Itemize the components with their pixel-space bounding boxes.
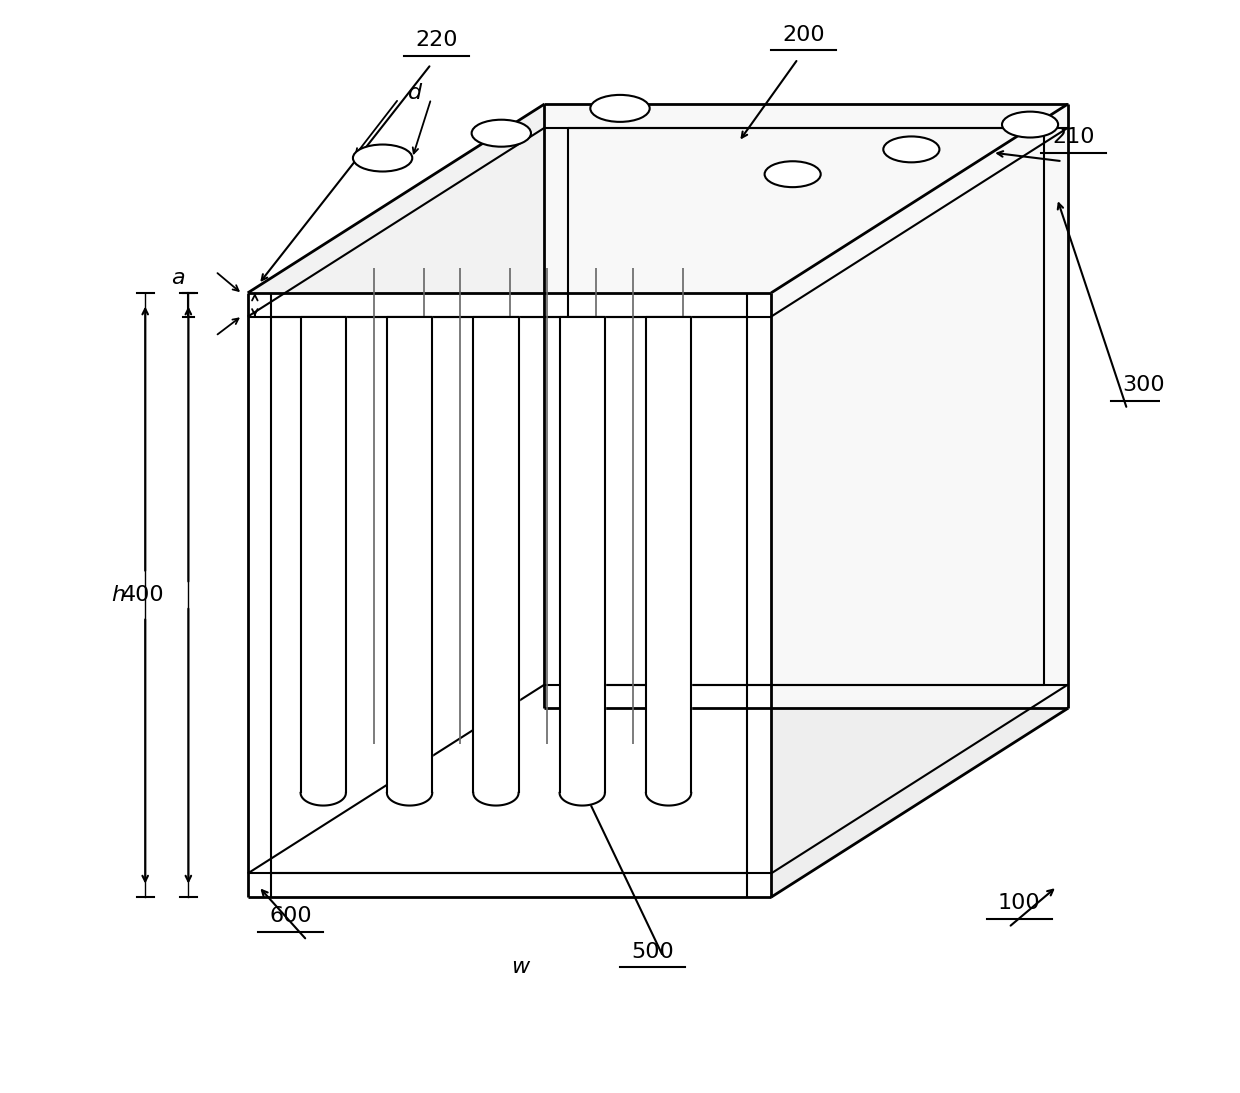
Polygon shape [248, 293, 771, 897]
Polygon shape [300, 317, 346, 792]
Text: 300: 300 [1122, 375, 1164, 396]
Polygon shape [646, 317, 691, 792]
Ellipse shape [883, 137, 940, 163]
Ellipse shape [1002, 111, 1058, 138]
Polygon shape [387, 792, 433, 806]
Text: 200: 200 [782, 25, 825, 45]
Text: 400: 400 [122, 585, 165, 606]
Polygon shape [771, 104, 1068, 897]
Text: h: h [112, 585, 125, 606]
Polygon shape [300, 792, 346, 806]
Polygon shape [474, 317, 518, 792]
Text: w: w [511, 957, 529, 977]
Text: d: d [408, 83, 422, 103]
Polygon shape [474, 792, 518, 806]
Text: 600: 600 [269, 906, 312, 927]
Ellipse shape [590, 95, 650, 122]
Polygon shape [544, 104, 1068, 708]
Polygon shape [387, 317, 433, 792]
Ellipse shape [765, 162, 821, 187]
Polygon shape [646, 792, 691, 806]
Text: 220: 220 [415, 31, 458, 50]
Text: a: a [171, 268, 185, 287]
Polygon shape [248, 708, 1068, 897]
Text: 210: 210 [1052, 127, 1095, 148]
Ellipse shape [471, 120, 531, 146]
Polygon shape [559, 317, 605, 792]
Polygon shape [559, 792, 605, 806]
Text: 500: 500 [631, 942, 673, 962]
Polygon shape [248, 104, 1068, 293]
Text: 100: 100 [998, 893, 1040, 914]
Ellipse shape [353, 144, 412, 172]
